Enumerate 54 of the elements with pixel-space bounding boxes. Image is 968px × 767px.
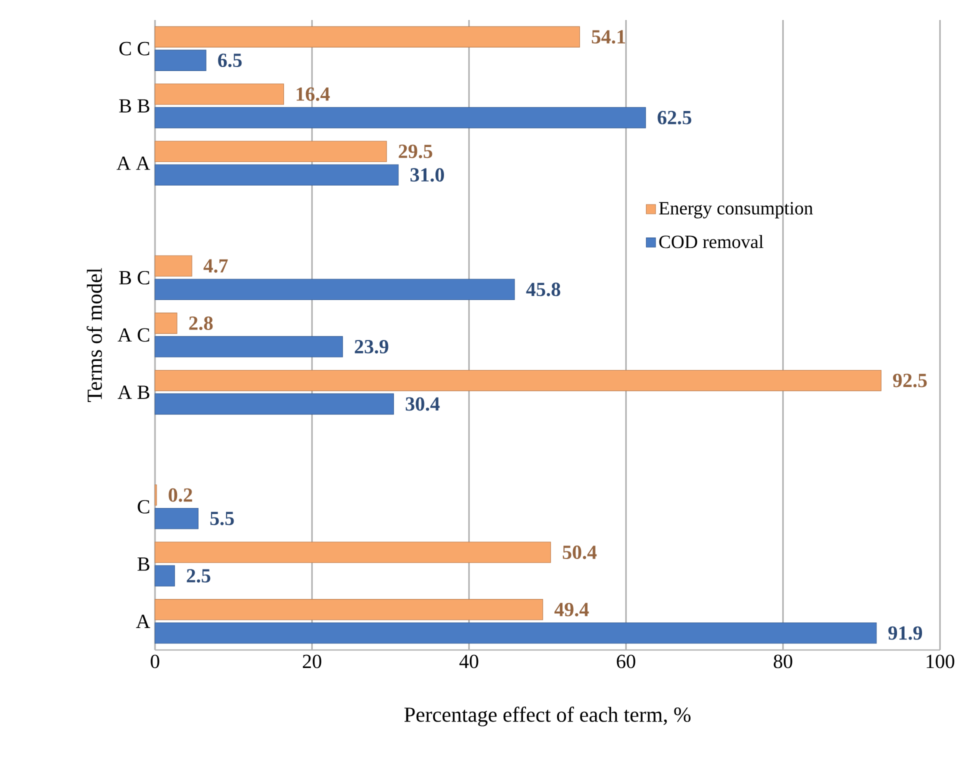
y-tick-label: A B [118, 386, 150, 399]
data-label: 45.8 [526, 282, 560, 296]
bar [154, 312, 178, 334]
data-label: 6.5 [218, 54, 242, 68]
data-label: 4.7 [204, 259, 228, 273]
data-label: 92.5 [893, 374, 927, 388]
data-label: 16.4 [296, 87, 330, 101]
data-label: 2.5 [186, 569, 210, 583]
data-label: 50.4 [562, 546, 597, 560]
y-tick-label: A C [118, 328, 150, 342]
bar [154, 542, 551, 563]
bar [154, 599, 544, 620]
data-label: 23.9 [354, 340, 388, 354]
y-axis-title: Terms of model [86, 268, 102, 402]
y-tick-label: B C [119, 271, 150, 284]
bar [154, 164, 399, 186]
y-tick-label: C C [119, 42, 150, 56]
y-tick-label: A [136, 614, 150, 628]
data-label: 62.5 [658, 110, 692, 124]
x-tick-label: 80 [774, 654, 792, 668]
bar [154, 255, 192, 277]
y-tick-label: B B [119, 99, 150, 112]
bar [154, 622, 877, 644]
bar [154, 393, 394, 415]
bar [154, 508, 198, 530]
x-tick-label: 100 [926, 654, 954, 668]
bar [154, 336, 343, 358]
y-tick-label: A A [116, 156, 150, 170]
bar [154, 84, 284, 105]
data-label: 30.4 [406, 397, 440, 411]
bar [154, 278, 515, 300]
data-label: 29.5 [398, 144, 432, 158]
data-label: 31.0 [410, 168, 444, 182]
bar [154, 565, 175, 586]
bar [154, 370, 882, 392]
x-tick-label: 40 [459, 654, 478, 668]
bar [154, 26, 580, 48]
legend-label: COD removal [659, 235, 764, 248]
y-tick-label: C [138, 500, 150, 514]
bar [154, 107, 646, 128]
x-tick-label: 60 [616, 654, 636, 668]
bar [154, 140, 387, 162]
bar [154, 50, 206, 71]
legend-label: Energy consumption [659, 202, 813, 218]
data-label: 49.4 [554, 602, 589, 616]
data-label: 54.1 [592, 30, 626, 44]
data-label: 0.2 [168, 488, 192, 502]
x-axis-title: Percentage effect of each term, % [404, 706, 691, 726]
data-label: 91.9 [888, 626, 922, 640]
y-tick-label: B [138, 558, 150, 571]
data-label: 2.8 [189, 316, 213, 330]
x-tick-label: 0 [150, 654, 160, 668]
data-label: 5.5 [210, 512, 234, 526]
x-tick-label: 20 [302, 654, 322, 668]
